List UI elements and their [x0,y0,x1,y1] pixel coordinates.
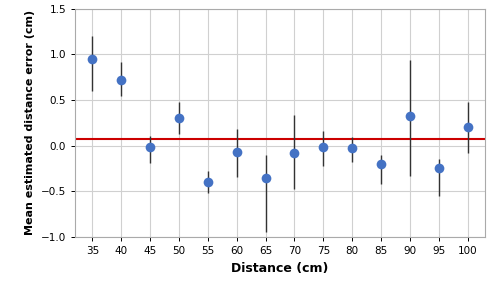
X-axis label: Distance (cm): Distance (cm) [232,262,328,275]
Y-axis label: Mean estimated distance error (cm): Mean estimated distance error (cm) [25,10,35,235]
